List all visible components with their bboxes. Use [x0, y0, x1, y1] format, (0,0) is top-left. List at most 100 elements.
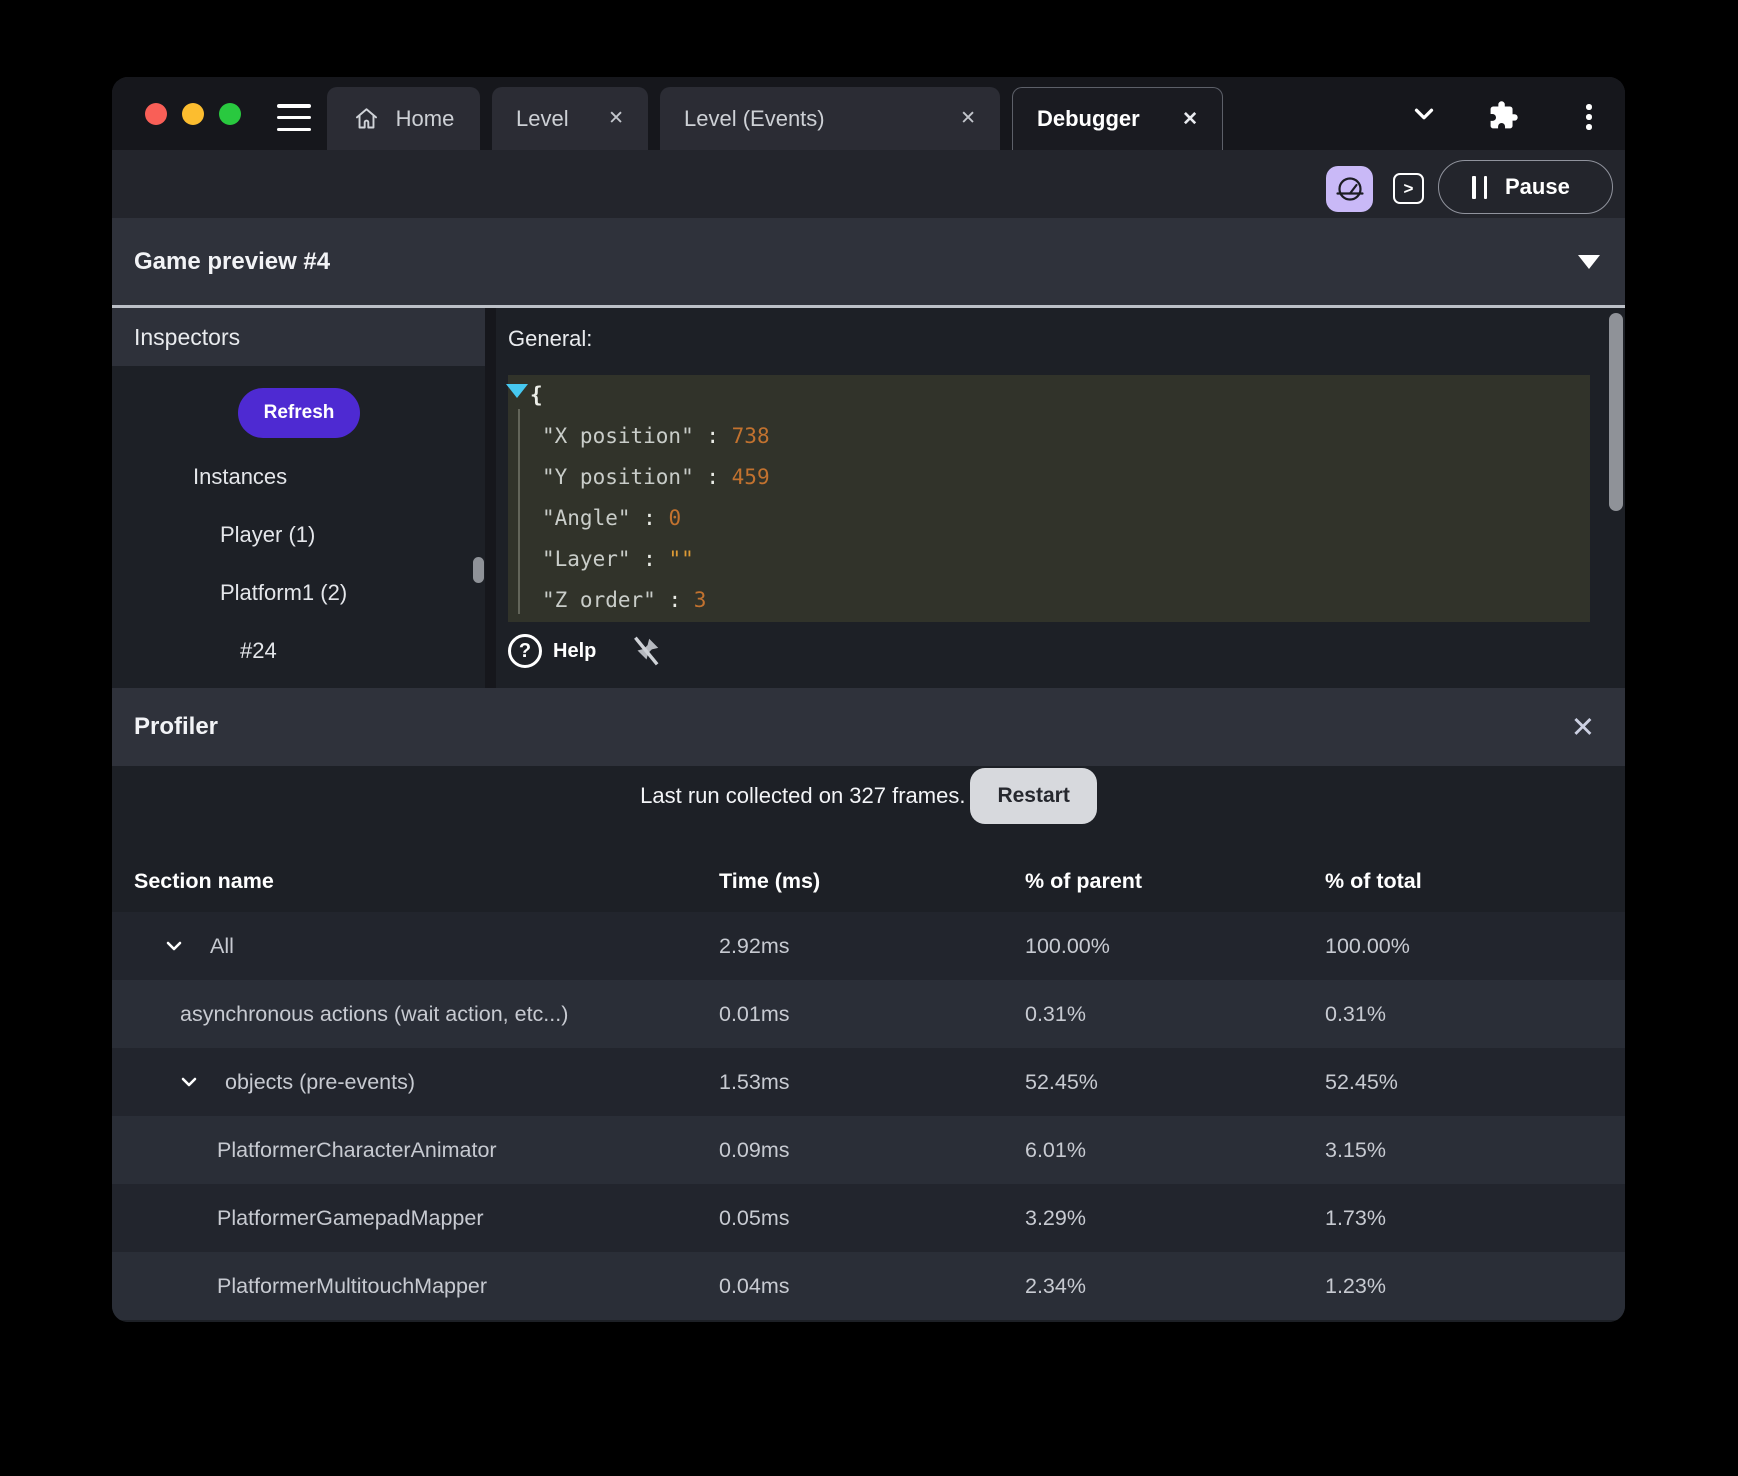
inspectors-header: Inspectors: [112, 308, 485, 366]
chevron-down-icon[interactable]: [1408, 99, 1440, 129]
json-colon: :: [630, 506, 669, 530]
console-prompt-icon: >: [1403, 178, 1414, 198]
tab-level[interactable]: Level ✕: [492, 87, 648, 150]
more-options-kebab-icon[interactable]: [1576, 99, 1602, 135]
horizontal-divider: [112, 305, 1625, 308]
refresh-button[interactable]: Refresh: [238, 388, 360, 438]
json-key: "Angle": [542, 506, 631, 530]
json-open-brace: {: [530, 383, 543, 407]
close-window-button[interactable]: [145, 103, 167, 125]
profiler-header: Profiler ✕: [112, 688, 1625, 766]
tab-close-icon[interactable]: ✕: [608, 108, 624, 129]
json-value: 0: [668, 506, 682, 530]
json-property: "Y position" : 459: [508, 457, 1590, 498]
tab-close-icon[interactable]: ✕: [1182, 108, 1198, 130]
json-key: "Z order": [542, 588, 656, 612]
json-value: "": [668, 547, 694, 571]
tree-item-instances[interactable]: Instances: [193, 464, 288, 489]
profiler-row-platformercharacteranimator[interactable]: PlatformerCharacterAnimator 0.09ms 6.01% 3.…: [112, 1116, 1625, 1184]
profiler-row-platformermultitouchmapper[interactable]: PlatformerMultitouchMapper 0.04ms 2.34% 1.2…: [112, 1252, 1625, 1320]
tab-label: Home: [395, 105, 455, 131]
extensions-puzzle-icon[interactable]: [1486, 99, 1520, 131]
maximize-window-button[interactable]: [219, 103, 241, 125]
json-colon: :: [655, 588, 694, 612]
cell-time-ms: 0.01ms: [719, 1002, 790, 1026]
instance-details-panel: General: {"X position" : 738 "Y position"…: [496, 308, 1625, 688]
gauge-icon: [1335, 174, 1365, 204]
column-header-percent-parent: % of parent: [1025, 869, 1143, 893]
tree-item--24[interactable]: #24: [240, 638, 277, 663]
profiler-row-asynchronous-actions-wait-action-etc-[interactable]: asynchronous actions (wait action, etc..…: [112, 980, 1625, 1048]
unpin-icon[interactable]: [629, 634, 663, 668]
cell-time-ms: 0.09ms: [719, 1138, 790, 1162]
tree-item-platform1-2-[interactable]: Platform1 (2): [220, 580, 348, 605]
left-panel-scrollbar[interactable]: [473, 557, 484, 583]
column-header-percent-total: % of total: [1325, 869, 1422, 893]
tab-label: Level: [516, 105, 569, 131]
panel-divider: [485, 308, 496, 688]
profiler-row-objects-pre-events-[interactable]: objects (pre-events) 1.53ms 52.45% 52.45%: [112, 1048, 1625, 1116]
cell-section-name: PlatformerMultitouchMapper: [217, 1274, 488, 1298]
close-icon[interactable]: ✕: [1570, 711, 1595, 744]
json-inspector: {"X position" : 738 "Y position" : 459 "An…: [506, 375, 1590, 622]
json-key: "Layer": [542, 547, 631, 571]
pause-button[interactable]: Pause: [1438, 160, 1613, 214]
tree-item-player-1-[interactable]: Player (1): [220, 522, 316, 547]
json-property: "Layer" : "": [508, 539, 1590, 580]
tab-label: Debugger: [1037, 106, 1140, 131]
tab-strip: Home Level ✕ Level (Events) ✕ Debugger ✕: [327, 87, 1223, 150]
cell-section-name: All: [210, 934, 234, 958]
minimize-window-button[interactable]: [182, 103, 204, 125]
game-preview-title: Game preview #4: [134, 247, 331, 275]
tab-debugger[interactable]: Debugger ✕: [1012, 87, 1223, 150]
cell-section-name: PlatformerGamepadMapper: [217, 1206, 484, 1230]
json-value: 3: [693, 588, 707, 612]
cell-percent-of-parent: 6.01%: [1025, 1138, 1086, 1162]
cell-percent-of-total: 52.45%: [1325, 1070, 1398, 1094]
json-key: "X position": [542, 424, 694, 448]
game-preview-header: Game preview #4: [112, 218, 1625, 305]
cell-section-name: PlatformerCharacterAnimator: [217, 1138, 497, 1162]
traffic-lights: [145, 103, 241, 125]
app-window: Home Level ✕ Level (Events) ✕ Debugger ✕ > Pau…: [112, 77, 1625, 1322]
pause-icon: [1472, 175, 1487, 199]
json-key: "Y position": [542, 465, 694, 489]
profiler-status-text: Last run collected on 327 frames.: [640, 783, 966, 808]
cell-percent-of-total: 100.00%: [1325, 934, 1410, 958]
chevron-down-icon[interactable]: [163, 935, 185, 957]
help-icon[interactable]: ?: [508, 634, 542, 668]
cell-percent-of-parent: 0.31%: [1025, 1002, 1086, 1026]
pause-label: Pause: [1505, 174, 1570, 199]
profiler-row-platformergamepadmapper[interactable]: PlatformerGamepadMapper 0.05ms 3.29% 1.73%: [112, 1184, 1625, 1252]
json-value: 459: [731, 465, 770, 489]
json-property: "Z order" : 3: [508, 580, 1590, 621]
json-property: "Angle" : 0: [508, 498, 1590, 539]
chevron-down-icon[interactable]: [178, 1071, 200, 1093]
profiler-title: Profiler: [134, 713, 219, 740]
cell-time-ms: 0.04ms: [719, 1274, 790, 1298]
help-label: Help: [553, 639, 597, 662]
dropdown-caret-icon[interactable]: [1578, 255, 1600, 269]
cell-time-ms: 1.53ms: [719, 1070, 790, 1094]
cell-percent-of-total: 1.73%: [1325, 1206, 1386, 1230]
restart-button[interactable]: Restart: [970, 768, 1097, 824]
tab-level-events-[interactable]: Level (Events) ✕: [660, 87, 1000, 150]
json-value: 738: [731, 424, 770, 448]
tab-home[interactable]: Home: [327, 87, 480, 150]
collapse-triangle-icon[interactable]: [506, 384, 528, 398]
cell-percent-of-parent: 52.45%: [1025, 1070, 1098, 1094]
profiler-status-row: Last run collected on 327 frames. Restar…: [112, 767, 1625, 825]
tab-close-icon[interactable]: ✕: [960, 108, 976, 129]
console-button[interactable]: >: [1393, 173, 1424, 204]
menu-hamburger-icon[interactable]: [277, 104, 311, 131]
profiler-row-all[interactable]: All 2.92ms 100.00% 100.00%: [112, 912, 1625, 980]
debugger-gauge-button[interactable]: [1326, 166, 1373, 212]
help-row: ? Help: [508, 634, 663, 668]
column-header-time: Time (ms): [719, 869, 821, 893]
home-icon: [353, 105, 380, 132]
cell-time-ms: 2.92ms: [719, 934, 790, 958]
cell-percent-of-total: 3.15%: [1325, 1138, 1386, 1162]
right-panel-scrollbar[interactable]: [1609, 313, 1623, 511]
cell-percent-of-total: 1.23%: [1325, 1274, 1386, 1298]
